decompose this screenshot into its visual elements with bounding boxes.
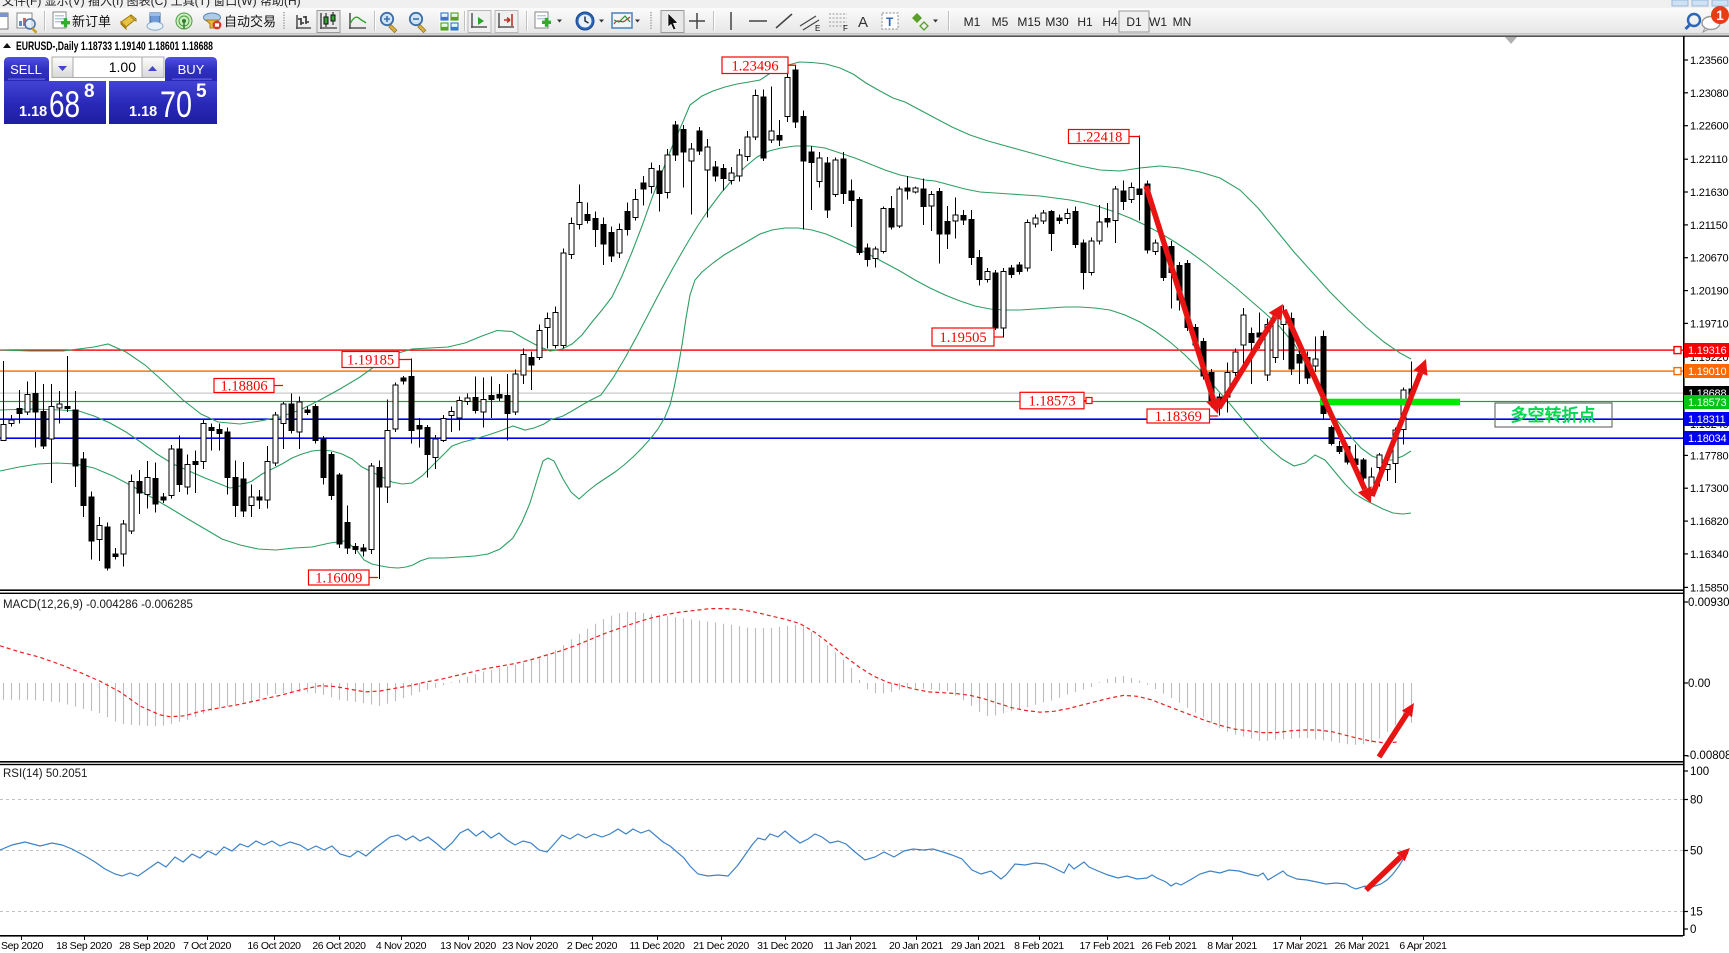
svg-text:1.19710: 1.19710 — [1690, 318, 1728, 330]
svg-text:Sep 2020: Sep 2020 — [1, 940, 44, 952]
svg-text:8 Mar 2021: 8 Mar 2021 — [1207, 940, 1257, 952]
svg-text:1.19185: 1.19185 — [347, 353, 394, 369]
svg-text:1.18573: 1.18573 — [1688, 397, 1726, 409]
svg-text:0.009301: 0.009301 — [1688, 597, 1729, 609]
svg-text:8 Feb 2021: 8 Feb 2021 — [1014, 940, 1064, 952]
svg-text:1: 1 — [1716, 8, 1724, 23]
svg-text:31 Dec 2020: 31 Dec 2020 — [757, 940, 813, 952]
svg-text:1.20670: 1.20670 — [1690, 253, 1728, 265]
svg-text:100: 100 — [1690, 766, 1709, 778]
svg-text:1.22600: 1.22600 — [1690, 121, 1728, 133]
svg-text:1.18311: 1.18311 — [1688, 414, 1726, 426]
svg-text:1.16340: 1.16340 — [1690, 549, 1728, 561]
svg-text:16 Oct 2020: 16 Oct 2020 — [247, 940, 301, 952]
svg-text:H4: H4 — [1102, 15, 1118, 29]
svg-text:1.18369: 1.18369 — [1155, 409, 1202, 425]
svg-text:1.22418: 1.22418 — [1075, 130, 1122, 146]
svg-text:M1: M1 — [964, 15, 981, 29]
svg-text:RSI(14) 50.2051: RSI(14) 50.2051 — [3, 768, 87, 780]
svg-text:1.22110: 1.22110 — [1690, 154, 1728, 166]
svg-text:17 Feb 2021: 17 Feb 2021 — [1079, 940, 1135, 952]
svg-text:70: 70 — [160, 84, 192, 125]
svg-text:-0.008082: -0.008082 — [1686, 750, 1729, 762]
svg-text:MACD(12,26,9) -0.004286 -0.006: MACD(12,26,9) -0.004286 -0.006285 — [3, 599, 193, 611]
svg-text:1.21630: 1.21630 — [1690, 187, 1728, 199]
svg-text:28 Sep 2020: 28 Sep 2020 — [119, 940, 175, 952]
svg-text:15: 15 — [1690, 907, 1703, 919]
svg-text:MN: MN — [1173, 15, 1192, 29]
svg-text:18 Sep 2020: 18 Sep 2020 — [56, 940, 112, 952]
svg-text:1.23560: 1.23560 — [1690, 55, 1728, 67]
svg-text:2 Dec 2020: 2 Dec 2020 — [567, 940, 618, 952]
svg-text:1.19505: 1.19505 — [939, 330, 986, 346]
svg-text:68: 68 — [49, 84, 80, 125]
svg-text:6 Apr 2021: 6 Apr 2021 — [1399, 940, 1447, 952]
svg-text:T: T — [886, 15, 894, 29]
svg-text:20 Jan 2021: 20 Jan 2021 — [889, 940, 943, 952]
svg-text:文件(F) 显示(V) 插入(I) 图表(C) 工具: 文件(F) 显示(V) 插入(I) 图表(C) 工具(T) 窗口(W) 帮助(H… — [2, 0, 301, 8]
svg-text:BUY: BUY — [178, 62, 205, 77]
svg-text:1.23080: 1.23080 — [1690, 88, 1728, 100]
svg-text:H1: H1 — [1077, 15, 1093, 29]
svg-text:1.21150: 1.21150 — [1690, 220, 1728, 232]
svg-text:1.00: 1.00 — [109, 59, 136, 75]
svg-text:F: F — [843, 24, 848, 33]
svg-text:W1: W1 — [1149, 15, 1167, 29]
svg-text:1.16009: 1.16009 — [315, 571, 362, 587]
svg-text:SELL: SELL — [10, 62, 42, 77]
svg-text:自动交易: 自动交易 — [224, 14, 276, 29]
svg-text:1.18573: 1.18573 — [1028, 394, 1075, 410]
svg-text:26 Feb 2021: 26 Feb 2021 — [1141, 940, 1197, 952]
svg-text:1.18806: 1.18806 — [220, 379, 267, 395]
svg-text:1.16820: 1.16820 — [1690, 516, 1728, 528]
svg-text:1.19010: 1.19010 — [1688, 366, 1726, 378]
svg-text:8: 8 — [84, 81, 95, 102]
svg-text:50: 50 — [1690, 846, 1703, 858]
svg-text:D1: D1 — [1126, 15, 1142, 29]
svg-text:5: 5 — [196, 81, 207, 102]
svg-text:4 Nov 2020: 4 Nov 2020 — [376, 940, 427, 952]
svg-text:13 Nov 2020: 13 Nov 2020 — [440, 940, 496, 952]
svg-text:E: E — [815, 24, 820, 33]
svg-text:1.19316: 1.19316 — [1688, 345, 1726, 357]
svg-text:17 Mar 2021: 17 Mar 2021 — [1272, 940, 1328, 952]
svg-text:0: 0 — [1690, 924, 1696, 936]
svg-text:0.00: 0.00 — [1688, 678, 1710, 690]
svg-text:1.17300: 1.17300 — [1690, 483, 1728, 495]
svg-text:11 Jan 2021: 11 Jan 2021 — [823, 940, 877, 952]
svg-text:26 Mar 2021: 26 Mar 2021 — [1334, 940, 1390, 952]
svg-text:80: 80 — [1690, 795, 1703, 807]
svg-text:26 Oct 2020: 26 Oct 2020 — [312, 940, 366, 952]
svg-text:M15: M15 — [1017, 15, 1041, 29]
svg-text:EURUSD-,Daily 1.18733 1.19140: EURUSD-,Daily 1.18733 1.19140 1.18601 1.… — [16, 41, 213, 53]
svg-text:新订单: 新订单 — [72, 14, 111, 29]
svg-text:M30: M30 — [1045, 15, 1069, 29]
svg-text:29 Jan 2021: 29 Jan 2021 — [951, 940, 1005, 952]
svg-text:1.18: 1.18 — [129, 104, 157, 120]
svg-text:1.18034: 1.18034 — [1688, 433, 1726, 445]
svg-text:1.20190: 1.20190 — [1690, 286, 1728, 298]
svg-text:多空转折点: 多空转折点 — [1511, 405, 1596, 425]
svg-text:11 Dec 2020: 11 Dec 2020 — [630, 940, 685, 952]
svg-text:1.23496: 1.23496 — [731, 58, 778, 74]
svg-text:23 Nov 2020: 23 Nov 2020 — [502, 940, 558, 952]
svg-text:21 Dec 2020: 21 Dec 2020 — [693, 940, 749, 952]
svg-text:1.17780: 1.17780 — [1690, 450, 1728, 462]
svg-text:M5: M5 — [992, 15, 1009, 29]
svg-text:7 Oct 2020: 7 Oct 2020 — [183, 940, 231, 952]
svg-text:1.18: 1.18 — [19, 104, 47, 120]
svg-text:A: A — [858, 14, 868, 31]
svg-text:1.15850: 1.15850 — [1690, 582, 1728, 594]
